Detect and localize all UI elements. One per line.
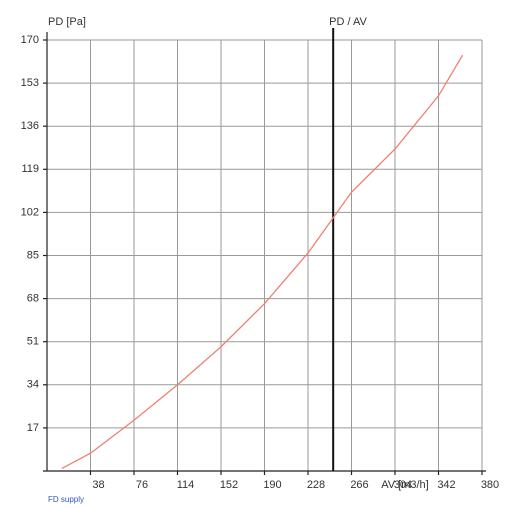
x-axis-label: AV [m3/h] (381, 479, 428, 491)
y-tick-label: 119 (21, 163, 39, 175)
x-tick-label: 76 (136, 479, 148, 491)
x-tick-label: 380 (481, 479, 499, 491)
y-tick-label: 17 (27, 422, 39, 434)
x-tick-label: 266 (350, 479, 368, 491)
x-tick-label: 190 (263, 479, 281, 491)
x-tick-label: 304 (394, 479, 412, 491)
y-axis-label: PD [Pa] (48, 16, 86, 28)
x-tick-label: 38 (92, 479, 104, 491)
y-tick-label: 153 (21, 77, 39, 89)
y-tick-label: 85 (27, 249, 39, 261)
y-tick-label: 102 (21, 206, 39, 218)
x-tick-label: 152 (220, 479, 238, 491)
legend-label: FD supply (48, 495, 84, 504)
y-tick-label: 68 (27, 293, 39, 305)
y-tick-label: 170 (21, 34, 39, 46)
y-tick-label: 51 (27, 336, 39, 348)
chart-title: PD / AV (329, 16, 367, 28)
data-line (61, 54, 464, 470)
x-tick-label: 114 (177, 479, 195, 491)
y-tick-label: 136 (21, 120, 39, 132)
y-tick-label: 34 (27, 379, 39, 391)
x-tick-label: 228 (307, 479, 325, 491)
x-tick-label: 342 (437, 479, 455, 491)
